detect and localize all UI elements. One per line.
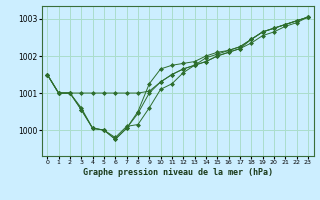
X-axis label: Graphe pression niveau de la mer (hPa): Graphe pression niveau de la mer (hPa) (83, 168, 273, 177)
